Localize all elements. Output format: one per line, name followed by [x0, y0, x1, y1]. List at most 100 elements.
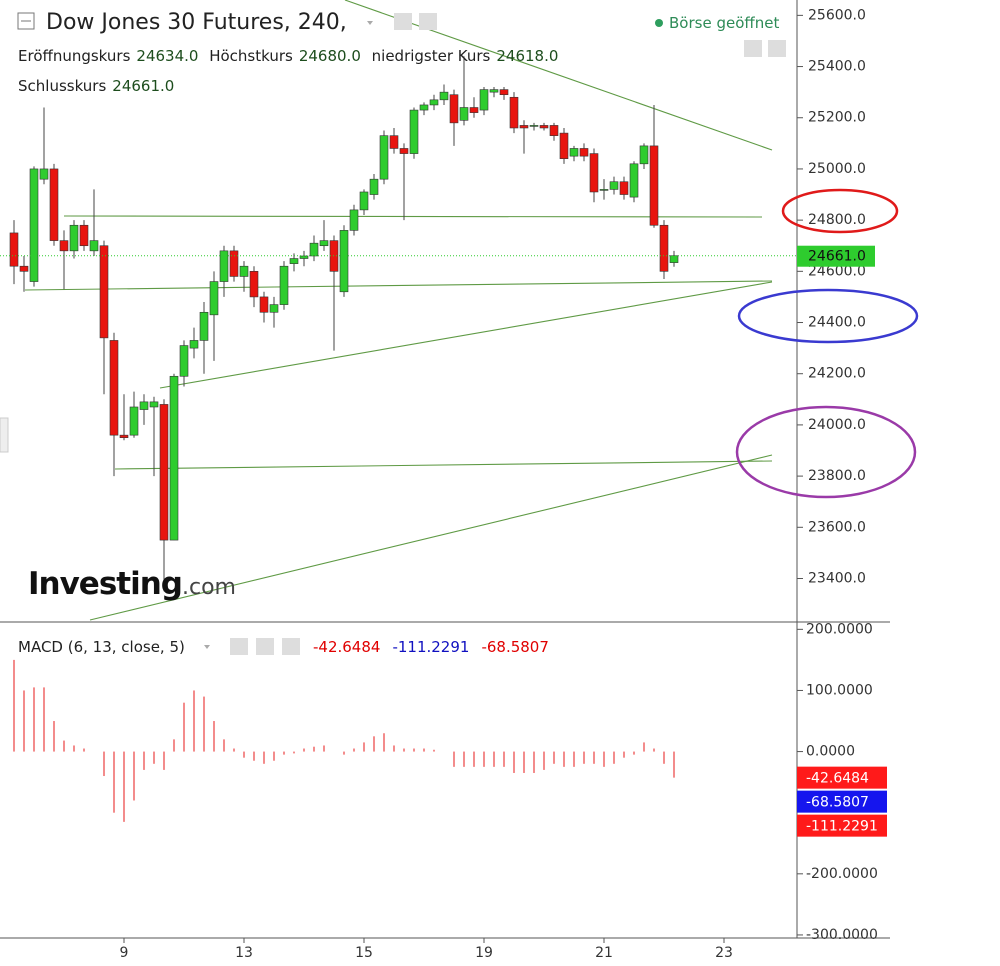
candle-body: [559, 132, 569, 159]
market-status: Börse geöffnet: [669, 14, 780, 32]
settings-icon[interactable]: [419, 13, 437, 30]
candle-body: [409, 109, 419, 154]
candle-body: [339, 230, 349, 293]
candle-body: [109, 340, 119, 436]
y-tick-label: 25400.0: [808, 59, 866, 75]
side-handle[interactable]: [0, 417, 9, 453]
collapse-icon[interactable]: [17, 12, 35, 30]
candle-body: [569, 148, 579, 157]
candle-body: [49, 168, 59, 241]
candle-body: [29, 168, 39, 282]
value-tag-label: -68.5807: [806, 795, 869, 811]
y-tick-label: 23400.0: [808, 570, 866, 586]
eye-icon[interactable]: [230, 638, 248, 655]
candle-body: [669, 255, 679, 263]
candle-body: [129, 406, 139, 436]
trend-line: [89, 454, 773, 621]
value-tag-label: -42.6484: [806, 771, 869, 787]
menu-arrow[interactable]: [367, 21, 373, 25]
candle-body: [589, 153, 599, 193]
y-tick-label: 23600.0: [808, 519, 866, 535]
candle-body: [99, 245, 109, 339]
candle-body: [369, 178, 379, 195]
candle-body: [39, 168, 49, 180]
trend-line: [114, 460, 773, 470]
candle-body: [419, 104, 429, 111]
y-tick-label: 24200.0: [808, 366, 866, 382]
y-tick-label: 24800.0: [808, 212, 866, 228]
candle-body: [639, 145, 649, 165]
x-tick-label: 13: [235, 945, 253, 961]
trend-lines: [24, 0, 773, 621]
candle-body: [269, 304, 279, 313]
marks: [0, 56, 797, 822]
y-tick-label: 25600.0: [808, 7, 866, 23]
candle-body: [349, 209, 359, 231]
candle-body: [299, 255, 309, 259]
ohlc-legend: Eröffnungskurs 24634.0 Höchstkurs 24680.0 …: [18, 47, 564, 65]
x-tick-label: 19: [475, 945, 493, 961]
candle-body: [79, 224, 89, 247]
last-price-label: 24661.0: [808, 249, 866, 265]
candle-body: [169, 375, 179, 541]
candle-body: [619, 181, 629, 195]
candle-body: [359, 191, 369, 211]
candle-body: [309, 242, 319, 257]
trend-line: [159, 281, 773, 389]
candle-body: [389, 135, 399, 149]
y-tick-label: 24000.0: [808, 417, 866, 433]
last-price-tag: [797, 245, 875, 267]
candle-body: [449, 94, 459, 124]
candle-body: [599, 189, 609, 191]
candle-body: [119, 434, 129, 439]
menu-arrow[interactable]: [204, 645, 210, 649]
candle-body: [659, 224, 669, 272]
legend-value: 24680.0: [298, 47, 361, 65]
candle-body: [259, 296, 269, 313]
legend-key: niedrigster Kurs: [371, 47, 491, 65]
highlight-ellipse: [737, 288, 919, 344]
macd-legend: -42.6484 -111.2291 -68.5807: [313, 638, 561, 656]
y-tick-label: 200.0000: [806, 621, 873, 637]
candle-body: [179, 345, 189, 377]
value-tag: [797, 814, 887, 837]
eye-icon[interactable]: [394, 13, 412, 30]
close-icon[interactable]: [282, 638, 300, 655]
y-tick-label: 100.0000: [806, 682, 873, 698]
candle-body: [209, 281, 219, 316]
legend-value: 24634.0: [136, 47, 199, 65]
y-tick-label: 25000.0: [808, 161, 866, 177]
y-tick-label: 24600.0: [808, 263, 866, 279]
y-tick-label: 25200.0: [808, 110, 866, 126]
highlight-ellipse: [781, 188, 899, 234]
legend-value: 24618.0: [496, 47, 559, 65]
candle-body: [529, 125, 539, 127]
candle-body: [219, 250, 229, 282]
macd-title: MACD (6, 13, close, 5): [18, 638, 185, 656]
move-up-icon[interactable]: [768, 40, 786, 57]
candle-body: [239, 265, 249, 277]
candle-body: [489, 89, 499, 93]
candle-body: [519, 125, 529, 129]
y-tick-label: 24400.0: [808, 315, 866, 331]
legend-key: Schlusskurs: [18, 77, 107, 95]
candle-body: [249, 271, 259, 298]
candle-body: [289, 258, 299, 264]
watermark: Investing.com: [28, 566, 236, 602]
ohlc-legend: Schlusskurs 24661.0: [18, 77, 180, 95]
x-tick-label: 23: [715, 945, 733, 961]
status-dot: [655, 19, 663, 27]
candle-body: [69, 224, 79, 252]
candle-body: [319, 240, 329, 247]
move-down-icon[interactable]: [744, 40, 762, 57]
candle-body: [469, 107, 479, 113]
value-tag: [797, 790, 887, 813]
candle-body: [549, 125, 559, 136]
settings-icon[interactable]: [256, 638, 274, 655]
x-tick-label: 9: [120, 945, 129, 961]
legend-key: Eröffnungskurs: [18, 47, 131, 65]
y-tick-label: 23800.0: [808, 468, 866, 484]
candle-body: [539, 125, 549, 129]
